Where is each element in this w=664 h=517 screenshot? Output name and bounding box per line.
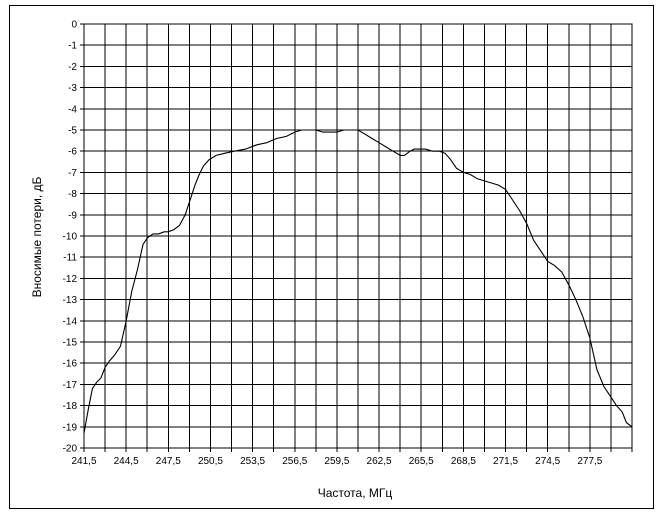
x-tick-label: 256,5 [282, 456, 307, 467]
y-tick-label: -15 [63, 338, 78, 349]
grid [80, 23, 633, 452]
y-tick-label: -8 [68, 189, 77, 200]
y-tick-label: 0 [71, 20, 77, 31]
y-tick-label: -17 [63, 380, 78, 391]
x-tick-label: 253,5 [240, 456, 265, 467]
y-tick-label: -16 [63, 359, 78, 370]
x-tick-label: 244,5 [114, 456, 139, 467]
y-tick-label: -5 [68, 126, 77, 137]
plot-area [83, 23, 633, 449]
y-tick-label: -10 [63, 232, 78, 243]
x-tick-label: 247,5 [156, 456, 181, 467]
x-tick-label: 265,5 [409, 456, 434, 467]
x-tick-label: 274,5 [535, 456, 560, 467]
x-tick-label: 268,5 [451, 456, 476, 467]
x-tick-label: 271,5 [493, 456, 518, 467]
y-tick-label: -19 [63, 422, 78, 433]
y-tick-label: -9 [68, 210, 77, 221]
x-axis-title: Частота, МГц [318, 486, 393, 500]
y-tick-label: -3 [68, 83, 77, 94]
y-tick-label: -13 [63, 295, 78, 306]
x-tick-labels: 241,5 244,5 247,5 250,5 253,5 256,5 259,5 262,5… [71, 456, 602, 467]
y-tick-label: -4 [68, 104, 77, 115]
y-tick-label: -11 [63, 253, 77, 264]
y-tick-labels: 0 -1 -2 -3 -4 -5 -6 -7 -8 -9 -10 -11 -12 -13 -14 -15 -16… [63, 20, 78, 455]
y-tick-label: -7 [68, 168, 77, 179]
y-tick-label: -6 [68, 147, 77, 158]
x-tick-label: 277,5 [577, 456, 602, 467]
x-tick-label: 241,5 [71, 456, 96, 467]
x-tick-label: 259,5 [324, 456, 349, 467]
y-tick-label: -14 [63, 316, 78, 327]
y-tick-label: -20 [63, 444, 78, 455]
y-tick-label: -1 [68, 41, 77, 52]
y-tick-label: -18 [63, 401, 78, 412]
y-tick-label: -2 [68, 62, 77, 73]
x-tick-label: 250,5 [198, 456, 223, 467]
y-tick-label: -12 [63, 274, 78, 285]
y-axis-title: Вносимые потери, дБ [30, 177, 44, 298]
x-tick-label: 262,5 [367, 456, 392, 467]
series-line [83, 129, 633, 434]
